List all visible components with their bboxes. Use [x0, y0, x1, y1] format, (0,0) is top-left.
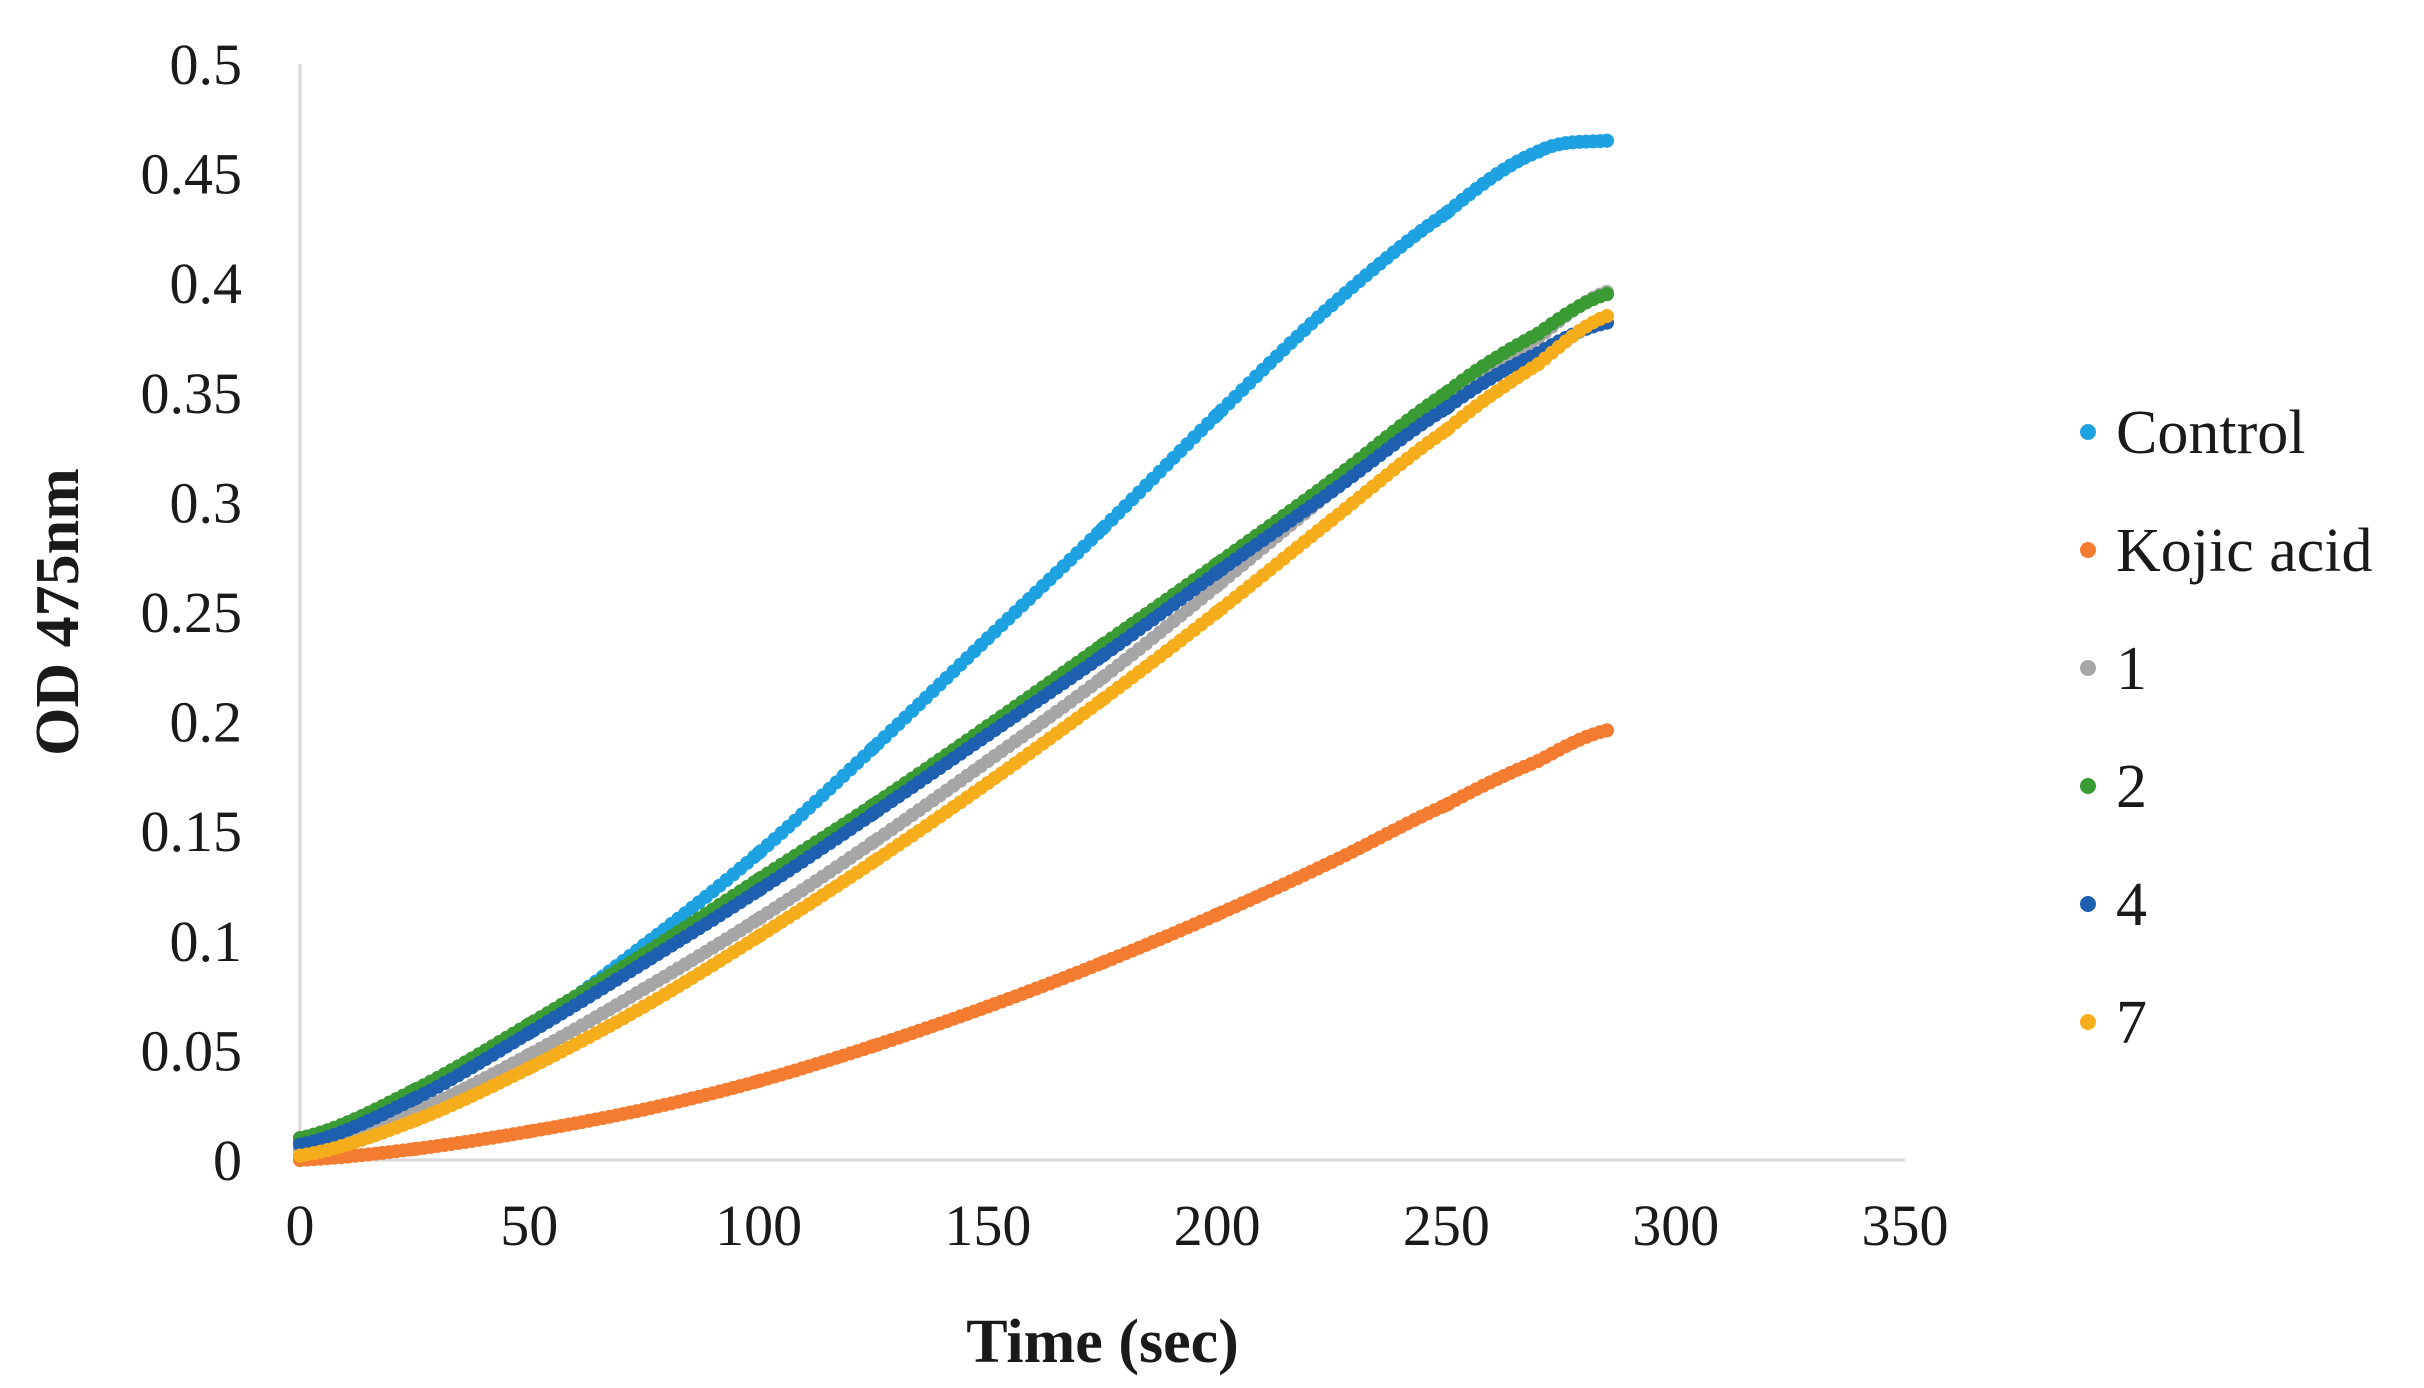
- x-tick-label: 0: [286, 1193, 315, 1258]
- y-tick-label: 0: [213, 1128, 242, 1193]
- x-tick-labels: 0 50 100 150 200 250 300 350: [286, 1193, 1949, 1258]
- series-control: [293, 133, 1614, 1150]
- x-tick-label: 100: [715, 1193, 802, 1258]
- x-axis-title: Time (sec): [966, 1308, 1239, 1376]
- legend-label: Kojic acid: [2116, 517, 2373, 585]
- y-tick-label: 0.05: [141, 1018, 243, 1083]
- x-tick-label: 350: [1862, 1193, 1949, 1258]
- y-tick-label: 0.2: [170, 690, 243, 755]
- trace-marker: [1599, 309, 1614, 324]
- legend-item: Control: [2080, 399, 2305, 467]
- legend-label: 7: [2116, 989, 2147, 1057]
- legend-marker: [2080, 1014, 2096, 1030]
- trace-marker: [1599, 287, 1614, 302]
- trace-marker: [1599, 133, 1614, 148]
- legend-item: 4: [2080, 871, 2147, 939]
- series-layer: [293, 133, 1614, 1167]
- legend-label: 4: [2116, 871, 2147, 939]
- y-tick-label: 0.45: [141, 142, 243, 207]
- legend-label: 2: [2116, 753, 2147, 821]
- x-tick-label: 250: [1403, 1193, 1490, 1258]
- legend-item: Kojic acid: [2080, 517, 2373, 585]
- x-tick-label: 300: [1632, 1193, 1719, 1258]
- y-tick-labels: 0 0.05 0.1 0.15 0.2 0.25 0.3 0.35 0.4 0.45 0.5: [141, 32, 243, 1193]
- legend-item: 7: [2080, 989, 2147, 1057]
- y-tick-label: 0.25: [141, 580, 243, 645]
- x-tick-label: 150: [944, 1193, 1031, 1258]
- y-tick-label: 0.1: [170, 909, 243, 974]
- x-tick-label: 50: [500, 1193, 558, 1258]
- legend-label: Control: [2116, 399, 2305, 467]
- legend-item: 1: [2080, 635, 2147, 703]
- y-tick-label: 0.35: [141, 361, 243, 426]
- y-tick-label: 0.5: [170, 32, 243, 97]
- series-7: [293, 309, 1614, 1163]
- legend-marker: [2080, 896, 2096, 912]
- legend-marker: [2080, 778, 2096, 794]
- legend-label: 1: [2116, 635, 2147, 703]
- x-tick-label: 200: [1174, 1193, 1261, 1258]
- axes: [298, 64, 1905, 1162]
- y-tick-label: 0.4: [170, 251, 243, 316]
- legend-item: 2: [2080, 753, 2147, 821]
- y-tick-label: 0.3: [170, 470, 243, 535]
- legend: Control Kojic acid 1 2 4 7: [2080, 399, 2373, 1057]
- legend-marker: [2080, 542, 2096, 558]
- y-tick-label: 0.15: [141, 799, 243, 864]
- trace-marker: [1599, 723, 1614, 738]
- y-axis-title: OD 475nm: [24, 468, 92, 756]
- series-4: [293, 315, 1614, 1152]
- legend-marker: [2080, 424, 2096, 440]
- legend-marker: [2080, 660, 2096, 676]
